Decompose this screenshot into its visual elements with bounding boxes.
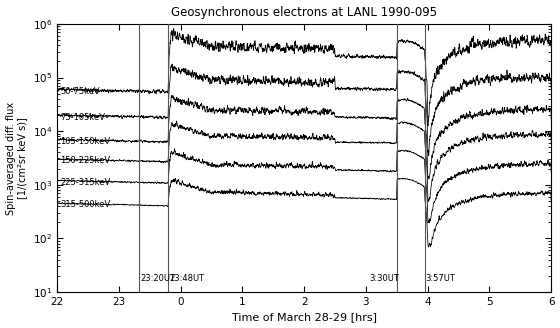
- Text: 23:48UT: 23:48UT: [170, 274, 204, 283]
- Text: 3:57UT: 3:57UT: [426, 274, 456, 283]
- Y-axis label: Spin-averaged diff. flux
[1/(cm²sr keV s)]: Spin-averaged diff. flux [1/(cm²sr keV s…: [6, 101, 27, 215]
- Text: 315-500keV: 315-500keV: [60, 200, 110, 209]
- X-axis label: Time of March 28-29 [hrs]: Time of March 28-29 [hrs]: [232, 313, 376, 322]
- Text: 75-105keV: 75-105keV: [60, 113, 105, 122]
- Text: 105-150keV: 105-150keV: [60, 137, 110, 146]
- Text: 50-75keV: 50-75keV: [60, 87, 100, 96]
- Title: Geosynchronous electrons at LANL 1990-095: Geosynchronous electrons at LANL 1990-09…: [171, 6, 437, 19]
- Text: 225-315keV: 225-315keV: [60, 178, 110, 187]
- Text: 23:20UT: 23:20UT: [141, 274, 175, 283]
- Text: 150-225keV: 150-225keV: [60, 156, 110, 165]
- Text: 3:30UT: 3:30UT: [369, 274, 399, 283]
